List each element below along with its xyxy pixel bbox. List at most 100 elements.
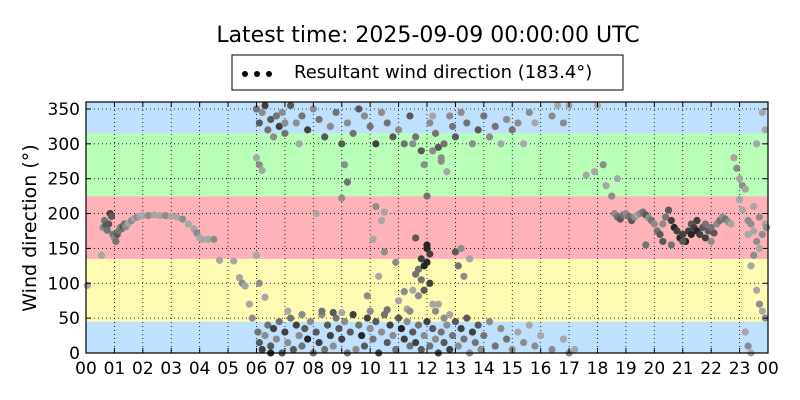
x-tick-label: 03 — [160, 359, 182, 379]
data-point — [400, 140, 408, 148]
data-point — [377, 216, 386, 225]
data-point — [349, 129, 357, 137]
data-point — [269, 133, 278, 141]
direction-band — [86, 102, 768, 134]
data-point — [463, 119, 471, 127]
data-point — [245, 300, 253, 308]
data-point — [107, 212, 116, 220]
data-point — [426, 342, 434, 350]
x-tick-label: 02 — [132, 359, 154, 379]
legend-box — [231, 54, 624, 91]
data-point — [679, 237, 687, 246]
data-point — [403, 318, 411, 326]
data-point — [429, 147, 437, 155]
data-point — [664, 206, 673, 214]
data-point — [554, 101, 562, 110]
data-point — [457, 324, 465, 333]
data-point — [184, 220, 192, 228]
data-point — [679, 230, 687, 239]
data-point — [673, 227, 681, 235]
data-point — [255, 338, 263, 347]
legend-marker-dot — [242, 71, 248, 77]
data-point — [161, 212, 170, 220]
data-point — [312, 209, 320, 218]
data-point — [761, 126, 769, 134]
data-point — [355, 105, 363, 113]
data-point — [412, 234, 420, 242]
data-point — [548, 345, 556, 354]
data-point — [255, 279, 263, 287]
x-tick-label: 18 — [587, 359, 609, 379]
data-point — [642, 241, 650, 249]
data-point — [340, 161, 349, 169]
data-point — [306, 318, 315, 326]
data-point — [252, 251, 261, 259]
data-point — [613, 175, 621, 183]
y-tick-label: 250 — [48, 170, 80, 190]
data-point — [397, 324, 406, 333]
data-point — [525, 321, 533, 329]
data-point — [258, 345, 266, 354]
data-point — [269, 324, 278, 333]
data-point — [301, 324, 309, 333]
data-point — [531, 342, 539, 350]
x-tick-label: 20 — [644, 359, 666, 379]
data-point — [468, 328, 477, 336]
data-point — [144, 212, 153, 220]
y-tick-label: 350 — [48, 100, 80, 120]
data-point — [318, 307, 326, 315]
data-point — [298, 112, 306, 120]
data-point — [230, 257, 238, 265]
data-point — [531, 119, 539, 127]
x-tick-label: 05 — [217, 359, 239, 379]
data-point — [414, 321, 423, 329]
data-point — [284, 338, 292, 347]
data-point — [394, 126, 403, 134]
data-point — [656, 230, 664, 239]
data-point — [758, 108, 766, 117]
data-point — [409, 328, 417, 336]
data-point — [468, 140, 477, 148]
legend-marker-dot — [254, 71, 260, 77]
data-point — [332, 314, 340, 322]
legend-label: Resultant wind direction (183.4°) — [294, 62, 592, 83]
data-point — [659, 220, 667, 228]
data-point — [559, 335, 568, 343]
data-point — [454, 342, 462, 350]
data-point — [98, 251, 106, 259]
data-point — [710, 229, 718, 237]
y-tick-label: 50 — [58, 309, 80, 329]
data-point — [423, 258, 431, 266]
data-point — [423, 192, 431, 200]
x-tick-label: 12 — [416, 359, 438, 379]
data-point — [650, 220, 658, 228]
data-point — [480, 112, 488, 120]
data-point — [440, 140, 448, 148]
data-point — [389, 331, 397, 340]
data-point — [744, 216, 752, 225]
data-point — [520, 338, 528, 347]
x-tick-label: 19 — [615, 359, 637, 379]
data-point — [349, 311, 357, 319]
data-point — [417, 345, 425, 354]
data-point — [420, 161, 428, 169]
data-point — [389, 133, 397, 141]
data-point — [380, 248, 388, 256]
data-point — [289, 345, 298, 354]
data-point — [448, 331, 457, 340]
data-point — [383, 306, 391, 314]
data-point — [315, 338, 323, 347]
data-point — [298, 311, 306, 319]
data-point — [267, 342, 275, 350]
x-tick-label: 09 — [331, 359, 353, 379]
data-point — [323, 321, 332, 329]
data-point — [255, 161, 263, 169]
data-point — [466, 255, 474, 263]
data-point — [409, 140, 417, 148]
x-tick-label: 08 — [303, 359, 325, 379]
data-point — [451, 133, 460, 141]
data-point — [443, 168, 451, 176]
data-point — [755, 244, 764, 253]
data-point — [474, 126, 482, 134]
